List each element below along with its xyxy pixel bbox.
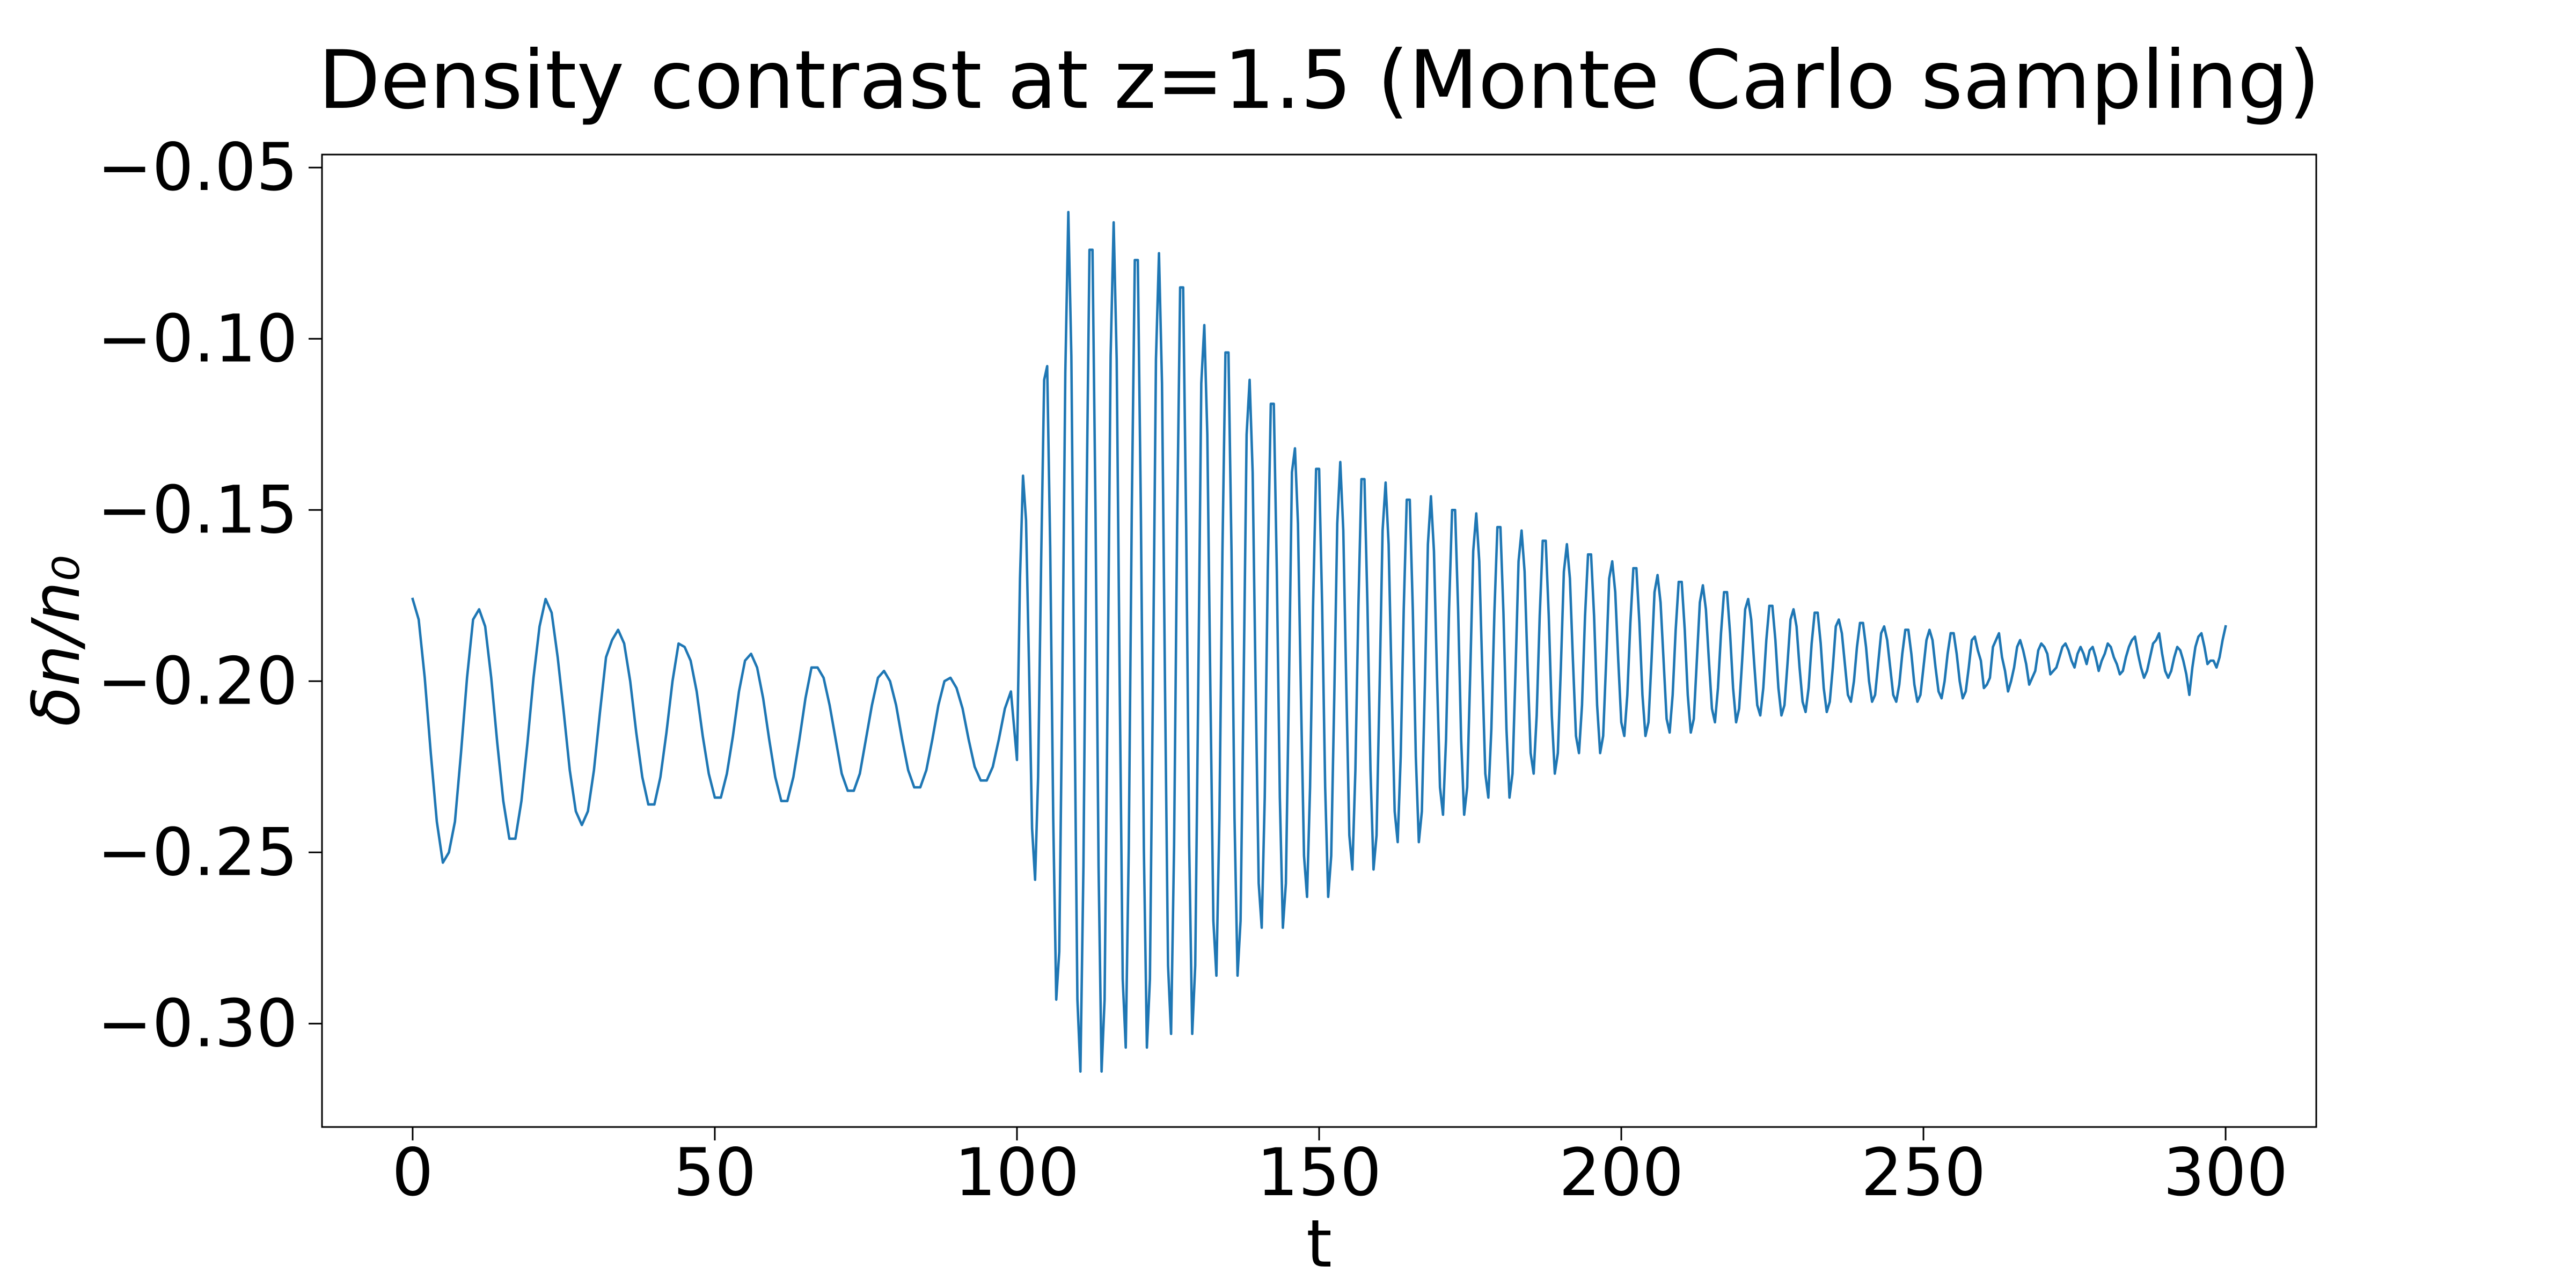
x-tick-label: 0 xyxy=(392,1135,434,1211)
x-tick-label: 200 xyxy=(1559,1135,1684,1211)
chart-title: Density contrast at z=1.5 (Monte Carlo s… xyxy=(318,34,2320,127)
y-tick-label: −0.10 xyxy=(97,301,298,377)
y-tick-label: −0.25 xyxy=(97,814,298,890)
x-tick-label: 50 xyxy=(673,1135,756,1211)
x-tick-label: 100 xyxy=(955,1135,1080,1211)
y-tick-label: −0.05 xyxy=(97,129,298,206)
x-axis-label: t xyxy=(1306,1206,1332,1282)
y-axis-label: δn/n₀ xyxy=(18,555,94,726)
y-tick-label: −0.20 xyxy=(97,643,298,719)
y-tick-label: −0.30 xyxy=(97,985,298,1062)
plot-area xyxy=(411,210,2227,1073)
x-tick-label: 250 xyxy=(1861,1135,1986,1211)
x-tick-label: 150 xyxy=(1257,1135,1382,1211)
data-line xyxy=(411,210,2227,1073)
y-tick-label: −0.15 xyxy=(97,472,298,548)
x-tick-label: 300 xyxy=(2163,1135,2288,1211)
